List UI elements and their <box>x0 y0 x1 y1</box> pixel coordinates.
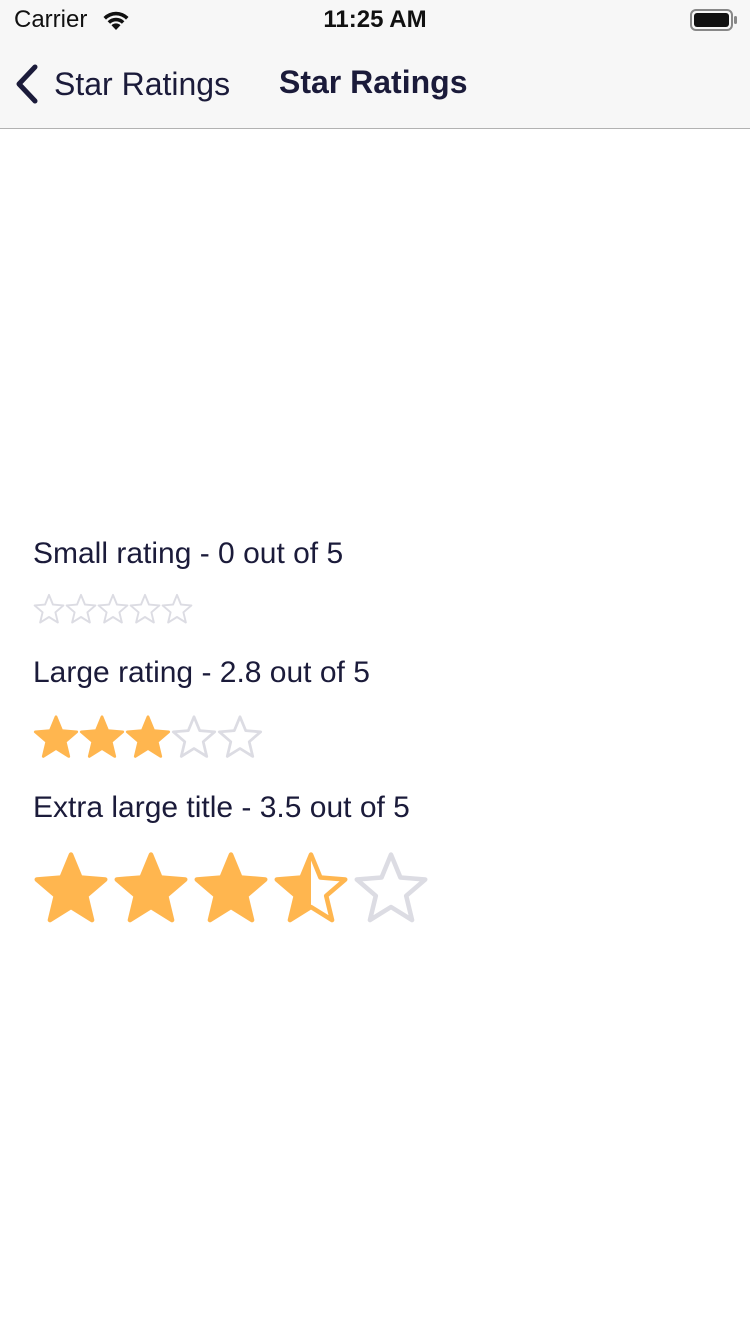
star-empty-icon[interactable] <box>217 714 263 760</box>
star-empty-icon[interactable] <box>161 593 193 625</box>
star-full-icon[interactable] <box>113 850 189 926</box>
star-full-icon[interactable] <box>193 850 269 926</box>
navigation-bar: Star Ratings Star Ratings <box>0 40 750 129</box>
chevron-left-icon <box>16 64 38 104</box>
rating-title-small: Small rating - 0 out of 5 <box>33 537 344 570</box>
back-button-label: Star Ratings <box>54 65 231 102</box>
rating-title-extra-large: Extra large title - 3.5 out of 5 <box>33 791 410 824</box>
star-empty-icon[interactable] <box>97 593 129 625</box>
star-full-icon[interactable] <box>79 714 125 760</box>
carrier-label: Carrier <box>14 6 88 33</box>
star-empty-icon[interactable] <box>33 593 65 625</box>
star-empty-icon[interactable] <box>353 850 429 926</box>
page-title: Star Ratings <box>279 64 468 100</box>
wifi-icon <box>100 8 132 32</box>
star-full-icon[interactable] <box>33 714 79 760</box>
star-empty-icon[interactable] <box>129 593 161 625</box>
star-full-icon[interactable] <box>33 850 109 926</box>
star-rating-extra-large[interactable] <box>33 850 433 926</box>
star-half-icon[interactable] <box>273 850 349 926</box>
star-empty-icon[interactable] <box>171 714 217 760</box>
star-full-icon[interactable] <box>125 714 171 760</box>
rating-title-large: Large rating - 2.8 out of 5 <box>33 656 370 689</box>
star-empty-icon[interactable] <box>65 593 97 625</box>
star-rating-small[interactable] <box>33 593 193 625</box>
battery-full-icon <box>690 9 738 31</box>
back-button[interactable]: Star Ratings <box>14 60 230 108</box>
star-rating-large[interactable] <box>33 714 263 760</box>
status-bar: Carrier 11:25 AM <box>0 0 750 40</box>
status-time: 11:25 AM <box>323 6 427 33</box>
